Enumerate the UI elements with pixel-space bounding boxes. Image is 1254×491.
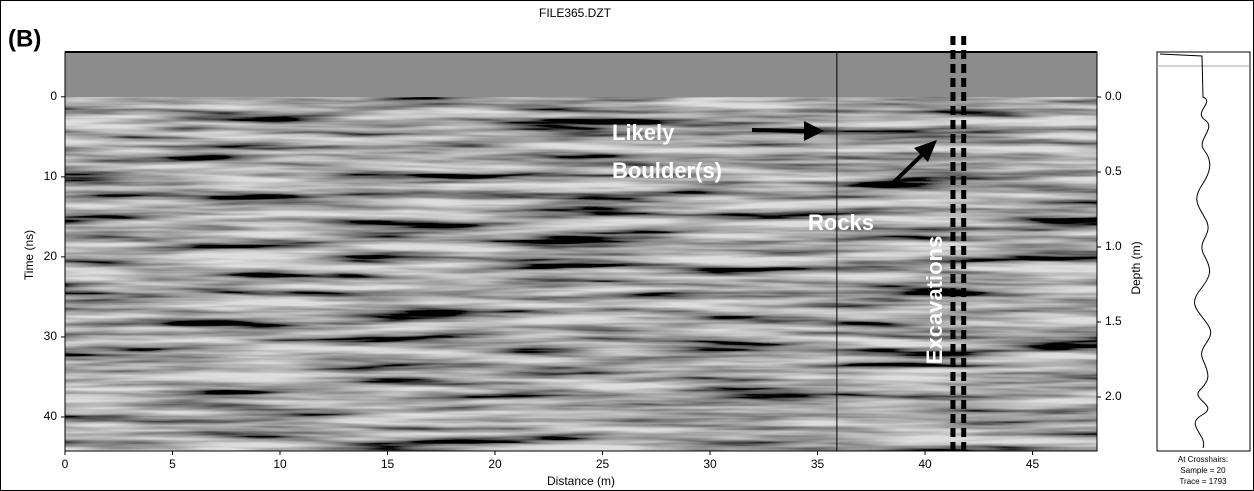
y-tick-label: 20 <box>44 249 58 263</box>
y2-axis-label: Depth (m) <box>1129 241 1143 294</box>
y2-tick-label: 1.0 <box>1105 239 1122 253</box>
arrow-head <box>914 140 937 162</box>
air-gap <box>65 52 1097 97</box>
x-tick-label: 45 <box>1026 457 1040 471</box>
annotation: Rocks <box>808 210 874 235</box>
trace-info: Trace = 1793 <box>1179 477 1227 486</box>
annotation: Excavations <box>922 236 947 364</box>
arrow-head <box>804 121 824 141</box>
y-axis-label: Time (ns) <box>22 230 36 280</box>
trace-panel <box>1156 51 1251 452</box>
annotation: Likely <box>612 120 675 145</box>
y2-tick-label: 1.5 <box>1105 314 1122 328</box>
trace-waveform <box>1159 53 1211 449</box>
plot-border <box>64 51 1098 452</box>
y2-tick-label: 0.0 <box>1105 89 1122 103</box>
trace-info: Sample = 20 <box>1180 466 1226 475</box>
x-tick-label: 40 <box>918 457 932 471</box>
y-tick-label: 40 <box>44 409 58 423</box>
y2-tick-label: 0.5 <box>1105 164 1122 178</box>
x-axis-label: Distance (m) <box>547 474 615 488</box>
chart-title: FILE365.DZT <box>539 6 612 20</box>
x-tick-label: 15 <box>381 457 395 471</box>
x-tick-label: 20 <box>488 457 502 471</box>
y2-tick-label: 2.0 <box>1105 389 1122 403</box>
y-tick-label: 10 <box>44 169 58 183</box>
x-tick-label: 35 <box>811 457 825 471</box>
x-tick-label: 0 <box>62 457 69 471</box>
x-tick-label: 5 <box>169 457 176 471</box>
arrow <box>751 128 809 133</box>
y-tick-label: 0 <box>50 89 57 103</box>
radargram-image <box>65 52 1097 451</box>
panel-label: (B) <box>8 25 41 52</box>
trace-info: At Crosshairs: <box>1178 455 1228 464</box>
y-tick-label: 30 <box>44 329 58 343</box>
x-tick-label: 25 <box>596 457 610 471</box>
x-tick-label: 30 <box>703 457 717 471</box>
x-tick-label: 10 <box>273 457 287 471</box>
arrow <box>888 150 927 188</box>
annotation: Boulder(s) <box>612 158 722 183</box>
